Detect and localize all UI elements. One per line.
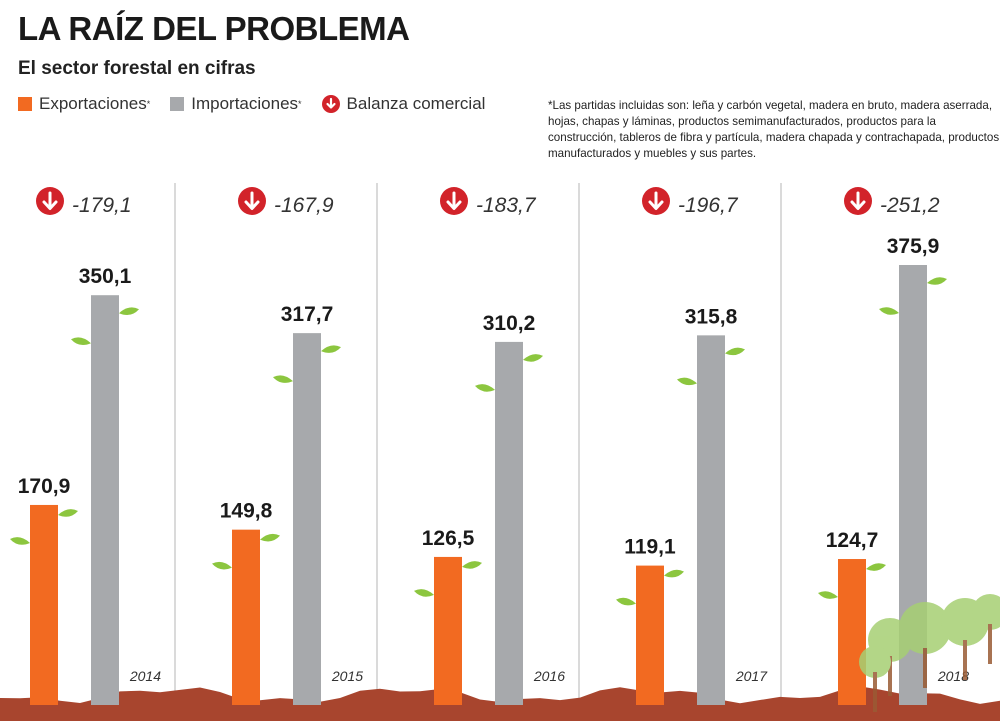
down-arrow-glyph	[446, 191, 462, 210]
balance-value-label: -196,7	[678, 194, 739, 217]
leaf-icon	[475, 384, 495, 392]
tree-crown	[899, 602, 951, 654]
legend-item-balance: Balanza comercial	[321, 94, 486, 114]
tree-trunk	[963, 640, 967, 680]
legend-asterisk: *	[298, 99, 302, 109]
import-value-label: 315,8	[685, 305, 738, 328]
leaf-icon	[725, 347, 745, 356]
tree-crown	[972, 594, 1000, 630]
import-bar	[91, 295, 119, 705]
leaf-icon	[273, 375, 293, 383]
leaf-icon	[119, 307, 139, 315]
tree-trunk	[873, 672, 877, 712]
leaf-icon	[321, 345, 341, 353]
tree-crown	[859, 646, 891, 678]
leaf-icon	[927, 277, 947, 285]
import-value-label: 317,7	[281, 303, 334, 326]
export-value-label: 126,5	[422, 527, 475, 550]
export-bar	[30, 504, 58, 705]
export-bar	[232, 529, 260, 705]
balance-value-label: -183,7	[476, 194, 537, 217]
balance-down-icon	[642, 187, 670, 215]
export-bar	[838, 559, 866, 705]
legend-label-balance: Balanza comercial	[346, 94, 486, 113]
legend-label-exports: Exportaciones	[39, 94, 147, 113]
footnote: *Las partidas incluidas son: leña y carb…	[548, 99, 1000, 160]
balance-value-label: -251,2	[880, 194, 940, 217]
balance-down-icon	[36, 187, 64, 215]
leaf-icon	[212, 561, 232, 570]
year-label: 2017	[735, 668, 768, 684]
leaf-icon	[879, 307, 899, 315]
down-arrow-glyph	[244, 191, 260, 210]
leaf-icon	[616, 597, 636, 606]
down-arrow-glyph	[648, 191, 664, 210]
leaf-icon	[71, 337, 91, 345]
leaf-icon	[818, 591, 838, 599]
import-value-label: 350,1	[79, 265, 132, 288]
export-value-label: 149,8	[220, 500, 273, 523]
import-bar	[697, 335, 725, 705]
imports-swatch	[170, 97, 185, 111]
down-arrow-glyph	[850, 191, 866, 210]
export-value-label: 124,7	[826, 529, 879, 552]
chart-title: LA RAÍZ DEL PROBLEMA	[18, 10, 410, 47]
export-bar	[434, 556, 462, 705]
balance-down-icon	[238, 187, 266, 215]
leaf-icon	[58, 509, 78, 517]
leaf-icon	[414, 589, 434, 597]
legend-item-imports: Importaciones *	[170, 94, 302, 114]
leaf-icon	[677, 377, 697, 386]
legend-asterisk: *	[146, 99, 151, 109]
import-bar	[495, 341, 523, 705]
year-label: 2016	[533, 668, 565, 684]
balance-value-label: -167,9	[274, 194, 334, 217]
tree-trunk	[988, 624, 992, 664]
chart-subtitle: El sector forestal en cifras	[18, 58, 256, 79]
export-bar	[636, 565, 664, 705]
tree-trunk	[888, 656, 892, 696]
leaf-icon	[523, 354, 543, 362]
legend-item-exports: Exportaciones *	[18, 94, 150, 114]
down-arrow-glyph	[42, 191, 58, 210]
tree-trunk	[923, 648, 927, 688]
leaf-icon	[260, 533, 280, 542]
trees-decoration	[859, 594, 1000, 712]
year-label: 2014	[129, 668, 161, 684]
balance-down-icon	[844, 187, 872, 215]
export-value-label: 119,1	[624, 536, 676, 559]
export-value-label: 170,9	[18, 475, 71, 498]
import-value-label: 310,2	[483, 312, 536, 335]
legend: Exportaciones * Importaciones * Balanza co…	[18, 94, 505, 114]
balance-down-icon	[440, 187, 468, 215]
balance-value-label: -179,1	[72, 194, 132, 217]
year-label: 2015	[331, 668, 363, 684]
leaf-icon	[10, 537, 30, 545]
exports-swatch	[18, 97, 32, 111]
import-value-label: 375,9	[887, 235, 940, 258]
down-arrow-circle-icon	[321, 95, 340, 113]
leaf-icon	[866, 563, 886, 571]
import-bar	[293, 333, 321, 705]
leaf-icon	[664, 569, 684, 578]
leaf-icon	[462, 561, 482, 569]
legend-label-imports: Importaciones	[191, 94, 299, 113]
year-label: 2018	[937, 668, 969, 684]
